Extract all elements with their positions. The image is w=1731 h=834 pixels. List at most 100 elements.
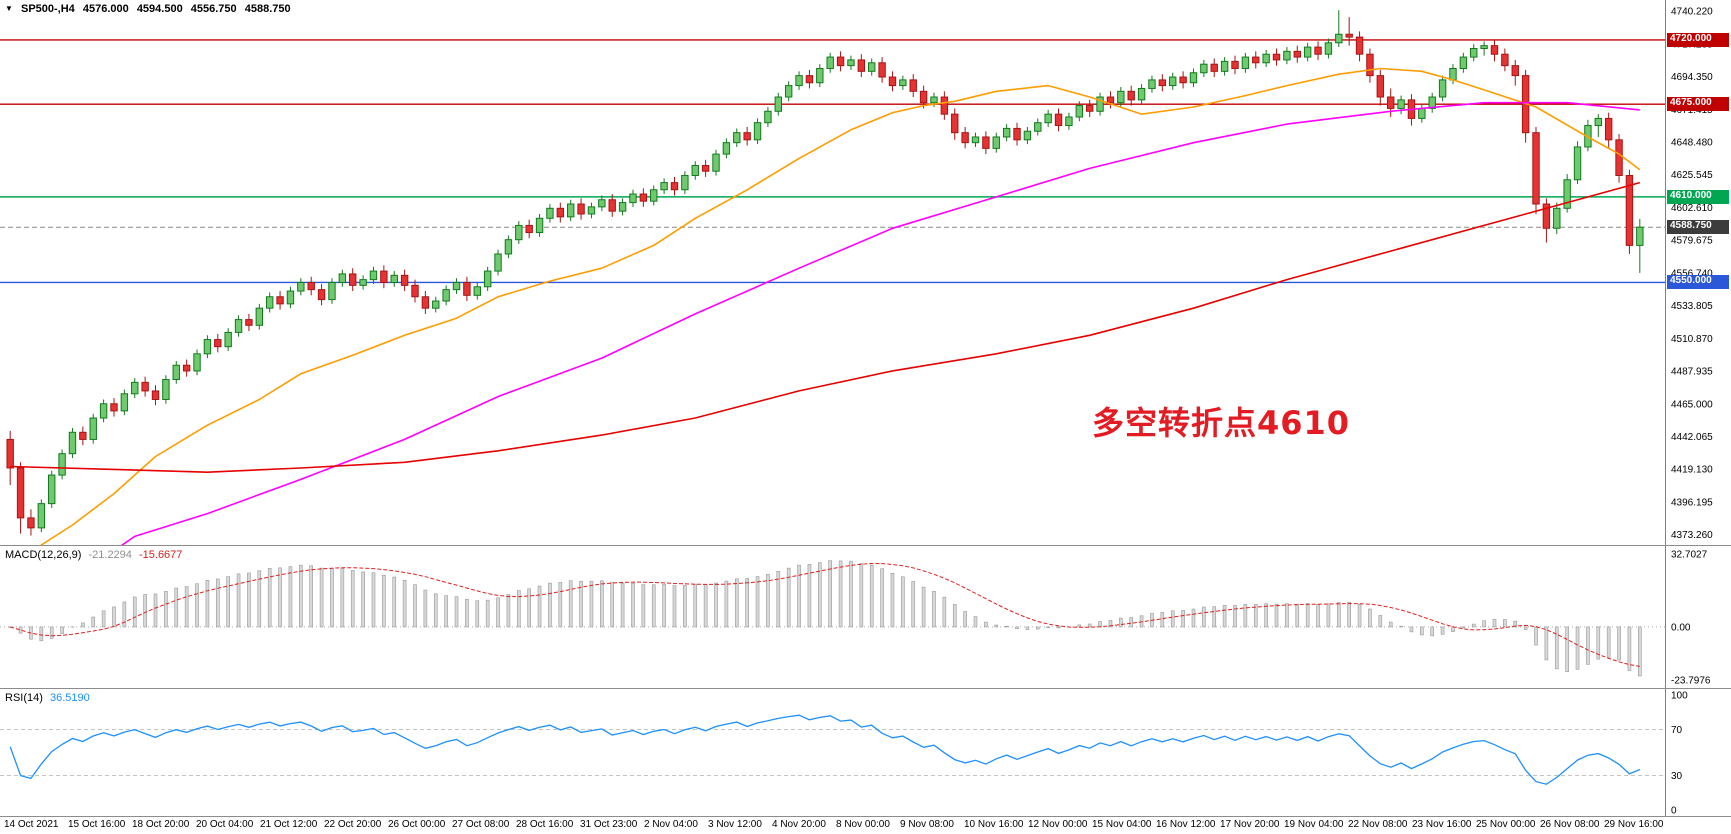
candle-body bbox=[328, 281, 336, 301]
macd-histogram-bar bbox=[112, 606, 116, 628]
candle-body bbox=[546, 207, 554, 219]
candlestick-chart[interactable]: 4740.2204717.2854694.3504671.4154648.480… bbox=[0, 0, 1731, 545]
y-axis-label: 4740.220 bbox=[1671, 7, 1713, 18]
macd-histogram-bar bbox=[1503, 619, 1507, 628]
level-price-badge[interactable]: 4610.000 bbox=[1667, 189, 1729, 204]
macd-histogram-bar bbox=[558, 582, 563, 628]
candle-body bbox=[670, 182, 679, 191]
candle-body bbox=[1075, 105, 1084, 118]
candle-body bbox=[868, 62, 876, 72]
time-axis-label: 23 Nov 16:00 bbox=[1412, 819, 1472, 830]
macd-histogram-bar bbox=[1035, 626, 1040, 630]
candle-body bbox=[203, 339, 212, 355]
candle-body bbox=[1542, 203, 1551, 229]
candle-body bbox=[162, 379, 170, 400]
candle-body bbox=[286, 290, 295, 305]
y-axis-label: 4465.000 bbox=[1671, 399, 1713, 410]
macd-histogram-bar bbox=[91, 616, 96, 628]
candle-body bbox=[1262, 53, 1270, 64]
candle-body bbox=[58, 453, 66, 476]
candle-body bbox=[535, 217, 544, 234]
time-axis[interactable]: 14 Oct 2021 15 Oct 16:00 18 Oct 20:00 20 Oc… bbox=[0, 817, 1731, 834]
candle-body bbox=[265, 296, 274, 309]
candle-body bbox=[1179, 76, 1187, 84]
candle-body bbox=[1418, 107, 1426, 119]
candle-body bbox=[411, 284, 419, 298]
macd-histogram-bar bbox=[1357, 604, 1362, 628]
macd-histogram-bar bbox=[506, 594, 511, 628]
level-price-badge[interactable]: 4720.000 bbox=[1667, 32, 1729, 47]
macd-histogram-bar bbox=[1534, 626, 1538, 646]
macd-histogram-bar bbox=[1119, 617, 1123, 628]
time-axis-label: 2 Nov 04:00 bbox=[644, 819, 698, 830]
candle-body bbox=[504, 239, 513, 255]
macd-histogram-bar bbox=[693, 583, 698, 628]
macd-histogram-bar bbox=[1202, 606, 1206, 628]
level-price-badge[interactable]: 4675.000 bbox=[1667, 97, 1729, 112]
candle-body bbox=[193, 353, 201, 372]
macd-histogram-bar bbox=[382, 574, 386, 628]
macd-histogram-bar bbox=[734, 578, 739, 628]
candle-body bbox=[473, 286, 481, 296]
candle-body bbox=[400, 274, 409, 286]
candle-body bbox=[1376, 75, 1385, 98]
macd-histogram-bar bbox=[164, 591, 168, 628]
macd-histogram-bar bbox=[1461, 626, 1466, 629]
macd-histogram-bar bbox=[1336, 602, 1341, 628]
macd-signal-value: -15.6677 bbox=[138, 549, 183, 561]
macd-histogram-bar bbox=[516, 590, 521, 628]
candle-body bbox=[1044, 113, 1052, 124]
time-axis-label: 12 Nov 00:00 bbox=[1028, 819, 1088, 830]
candle-body bbox=[1636, 226, 1644, 246]
macd-label: MACD(12,26,9) -21.2294 -15.6677 bbox=[5, 549, 186, 561]
time-axis-label: 17 Nov 20:00 bbox=[1220, 819, 1280, 830]
candle-body bbox=[349, 273, 357, 286]
text-annotation[interactable]: 多空转折点4610 bbox=[1092, 404, 1351, 442]
candle-body bbox=[733, 132, 741, 144]
macd-histogram-bar bbox=[1420, 626, 1424, 636]
rsi-panel[interactable]: 100 70 30 0 RSI(14) 36.5190 bbox=[0, 689, 1731, 817]
candle-body bbox=[1303, 46, 1312, 58]
macd-histogram-bar bbox=[994, 624, 999, 628]
macd-histogram-bar bbox=[371, 572, 376, 628]
symbol-timeframe: SP500-,H4 bbox=[20, 3, 75, 15]
macd-histogram-bar bbox=[651, 584, 656, 628]
candle-body bbox=[1065, 116, 1073, 127]
candle-body bbox=[681, 174, 689, 191]
candle-body bbox=[442, 289, 450, 302]
macd-histogram-bar bbox=[485, 599, 490, 628]
macd-histogram-bar bbox=[963, 611, 967, 628]
macd-histogram-bar bbox=[1544, 626, 1549, 661]
macd-histogram-bar bbox=[1451, 626, 1455, 632]
macd-histogram-bar bbox=[1222, 605, 1227, 628]
candle-body bbox=[1127, 90, 1135, 101]
macd-histogram-bar bbox=[433, 593, 438, 628]
level-price-badge[interactable]: 4550.000 bbox=[1667, 275, 1729, 290]
rsi-axis-label: 70 bbox=[1671, 725, 1683, 736]
price-chart-panel[interactable]: 4740.2204717.2854694.3504671.4154648.480… bbox=[0, 0, 1731, 546]
macd-histogram-bar bbox=[1409, 626, 1414, 633]
macd-histogram-bar bbox=[1471, 623, 1476, 628]
macd-chart[interactable]: 32.7027 0.00 -23.7976 bbox=[0, 546, 1731, 688]
macd-histogram-bar bbox=[1596, 626, 1601, 660]
macd-histogram-bar bbox=[973, 616, 978, 628]
macd-histogram-bar bbox=[475, 600, 480, 628]
candle-body bbox=[1013, 127, 1021, 141]
time-axis-label: 21 Oct 12:00 bbox=[260, 819, 318, 830]
macd-histogram-bar bbox=[1170, 610, 1175, 628]
macd-histogram-bar bbox=[402, 579, 407, 628]
current-price-badge: 4588.750 bbox=[1667, 220, 1729, 235]
candle-body bbox=[1511, 65, 1519, 77]
macd-histogram-bar bbox=[932, 591, 936, 628]
macd-histogram-bar bbox=[1606, 626, 1611, 658]
macd-histogram-bar bbox=[921, 586, 926, 628]
macd-panel[interactable]: 32.7027 0.00 -23.7976 MACD(12,26,9) -21.22… bbox=[0, 546, 1731, 689]
macd-histogram-bar bbox=[589, 580, 594, 628]
rsi-chart[interactable]: 100 70 30 0 bbox=[0, 689, 1731, 816]
macd-histogram-bar bbox=[288, 566, 293, 628]
y-axis-label: 4487.935 bbox=[1671, 367, 1713, 378]
candle-body bbox=[1272, 53, 1281, 61]
macd-histogram-bar bbox=[267, 567, 272, 628]
candle-body bbox=[608, 199, 616, 212]
time-axis-label: 26 Oct 00:00 bbox=[388, 819, 446, 830]
